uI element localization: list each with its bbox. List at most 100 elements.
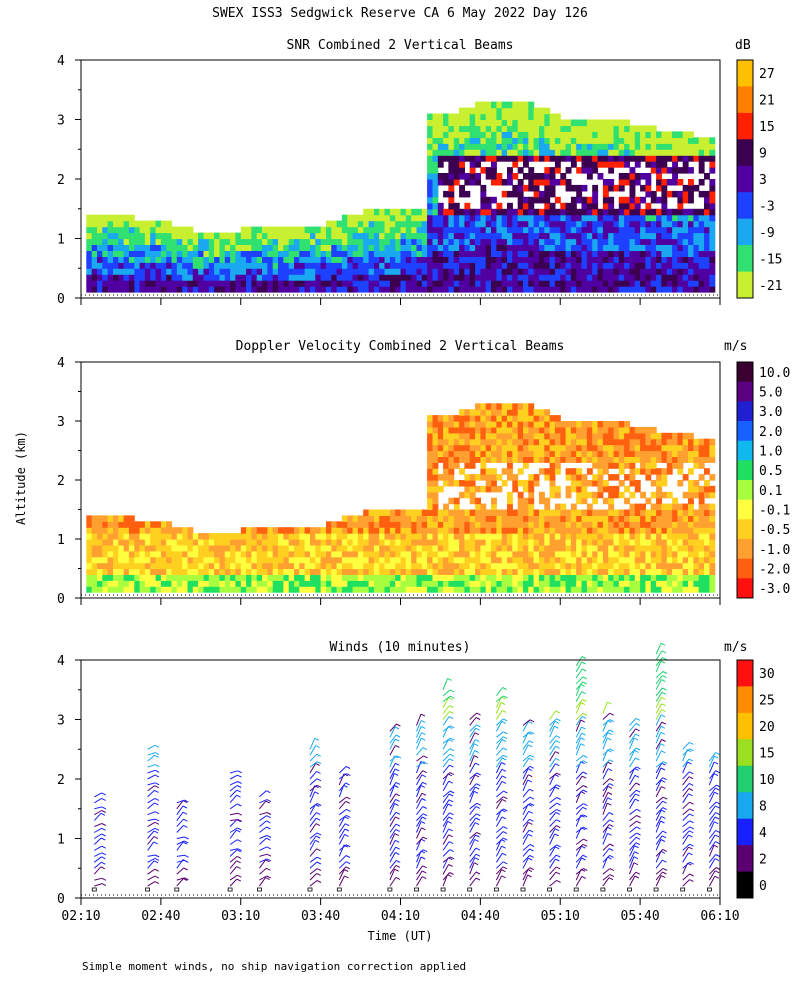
heatmap-cell: [544, 274, 551, 281]
heatmap-cell: [123, 256, 130, 263]
heatmap-cell: [421, 256, 428, 263]
heatmap-cell: [443, 232, 449, 240]
heatmap-cell: [570, 544, 577, 552]
heatmap-cell: [682, 190, 689, 198]
heatmap-cell: [160, 527, 167, 534]
heatmap-cell: [485, 125, 492, 132]
heatmap-cell: [278, 562, 284, 570]
heatmap-cell: [507, 113, 513, 120]
heatmap-cell: [379, 568, 386, 575]
heatmap-cell: [693, 250, 700, 257]
heatmap-cell: [453, 456, 460, 463]
heatmap-cell: [501, 274, 508, 281]
heatmap-cell: [310, 568, 316, 575]
heatmap-cell: [336, 574, 343, 581]
heatmap-cell: [656, 497, 662, 505]
heatmap-cell: [517, 527, 524, 534]
wind-barb: [416, 816, 423, 827]
heatmap-cell: [523, 238, 529, 245]
heatmap-cell: [661, 131, 668, 138]
heatmap-cell: [176, 256, 183, 263]
heatmap-cell: [128, 250, 135, 257]
heatmap-cell: [416, 539, 423, 546]
heatmap-cell: [155, 274, 162, 281]
heatmap-cell: [246, 256, 252, 263]
heatmap-cell: [97, 515, 103, 522]
heatmap-cell: [310, 256, 316, 263]
wind-barb: [442, 816, 450, 827]
heatmap-cell: [560, 274, 567, 281]
heatmap-cell: [315, 262, 322, 269]
heatmap-cell: [288, 544, 295, 552]
heatmap-cell: [581, 491, 588, 499]
heatmap-cell: [427, 256, 433, 263]
heatmap-cell: [469, 574, 476, 581]
wind-barb: [442, 695, 451, 702]
heatmap-cell: [581, 119, 588, 127]
heatmap-cell: [523, 155, 529, 162]
heatmap-cell: [645, 539, 652, 546]
heatmap-cell: [554, 462, 561, 469]
heatmap-cell: [581, 580, 588, 587]
wind-barb-flag: [343, 844, 349, 848]
wind-barb-flag: [474, 732, 480, 736]
wind-barb: [496, 831, 504, 839]
heatmap-cell: [97, 586, 103, 593]
heatmap-cell: [373, 280, 380, 287]
heatmap-cell: [592, 256, 599, 263]
heatmap-cell: [134, 521, 141, 528]
heatmap-cell: [507, 556, 513, 564]
heatmap-cell: [592, 161, 599, 168]
heatmap-cell: [634, 444, 641, 452]
heatmap-cell: [523, 244, 529, 251]
heatmap-cell: [629, 515, 636, 522]
heatmap-cell: [278, 268, 284, 275]
heatmap-cell: [347, 220, 354, 228]
heatmap-cell: [613, 444, 620, 452]
heatmap-cell: [560, 421, 567, 428]
heatmap-cell: [453, 444, 460, 452]
wind-barb: [309, 763, 317, 774]
heatmap-cell: [645, 515, 652, 522]
heatmap-cell: [677, 196, 684, 204]
heatmap-cell: [533, 432, 540, 440]
heatmap-cell: [613, 562, 620, 570]
heatmap-cell: [475, 544, 481, 552]
heatmap-cell: [485, 244, 492, 251]
heatmap-cell: [475, 244, 481, 251]
heatmap-cell: [661, 539, 668, 546]
heatmap-cell: [496, 539, 503, 546]
heatmap-cell: [512, 274, 519, 281]
heatmap-cell: [326, 268, 332, 275]
heatmap-cell: [134, 544, 141, 552]
heatmap-cell: [421, 238, 428, 245]
heatmap-cell: [576, 568, 583, 575]
heatmap-cell: [315, 268, 322, 275]
heatmap-cell: [576, 214, 583, 222]
heatmap-cell: [123, 268, 130, 275]
heatmap-cell: [240, 268, 247, 275]
heatmap-cell: [565, 202, 572, 210]
heatmap-cell: [656, 491, 662, 499]
heatmap-cell: [427, 244, 433, 251]
heatmap-cell: [608, 274, 615, 281]
heatmap-cell: [688, 450, 694, 457]
heatmap-cell: [565, 184, 572, 192]
heatmap-cell: [437, 562, 444, 570]
heatmap-cell: [214, 556, 220, 564]
heatmap-cell: [368, 544, 375, 552]
heatmap-cell: [698, 232, 705, 240]
wind-barb: [522, 855, 531, 863]
heatmap-cell: [485, 119, 492, 127]
heatmap-cell: [278, 232, 284, 240]
heatmap-cell: [602, 149, 609, 156]
heatmap-cell: [602, 190, 609, 198]
wind-barb-flag: [394, 768, 400, 772]
heatmap-cell: [629, 456, 636, 463]
heatmap-cell: [608, 280, 615, 287]
heatmap-cell: [416, 256, 423, 263]
heatmap-cell: [586, 544, 593, 552]
heatmap-cell: [336, 262, 343, 269]
heatmap-cell: [469, 521, 476, 528]
heatmap-cell: [586, 491, 593, 499]
